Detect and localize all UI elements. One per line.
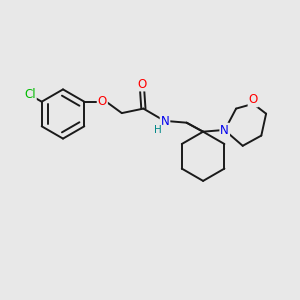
Text: O: O — [137, 77, 146, 91]
Text: N: N — [160, 115, 169, 128]
Text: O: O — [98, 95, 107, 108]
Text: O: O — [249, 93, 258, 106]
Text: Cl: Cl — [24, 88, 36, 101]
Text: N: N — [220, 124, 229, 137]
Text: H: H — [154, 124, 161, 135]
